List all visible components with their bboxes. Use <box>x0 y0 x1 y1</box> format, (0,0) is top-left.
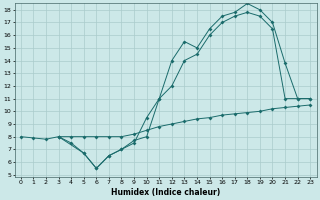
X-axis label: Humidex (Indice chaleur): Humidex (Indice chaleur) <box>111 188 220 197</box>
